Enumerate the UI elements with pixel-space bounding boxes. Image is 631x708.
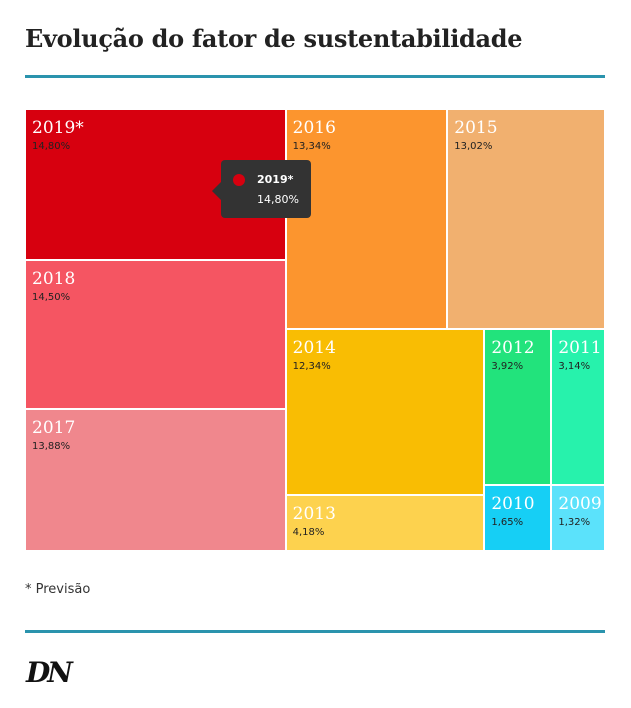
cell-year-label: 2010 (491, 494, 535, 515)
cell-value-label: 1,65% (491, 517, 524, 529)
cell-year-label: 2009 (558, 494, 602, 515)
cell-value-label: 13,02% (454, 141, 493, 152)
tooltip-label: 2019* (257, 173, 294, 186)
cell-value-label: 14,50% (32, 292, 71, 304)
cell-year-label: 2019* (32, 118, 84, 138)
footnote: * Previsão (25, 582, 91, 597)
treemap-cell-2011[interactable]: 2011 3,14% (551, 329, 605, 486)
treemap-cell-2017[interactable]: 2017 13,88% (25, 408, 286, 551)
bottom-divider (25, 630, 605, 633)
cell-value-label: 3,92% (491, 361, 524, 373)
cell-year-label: 2016 (292, 118, 336, 138)
cell-year-label: 2012 (491, 338, 535, 359)
treemap-cell-2018[interactable]: 2018 14,50% (25, 260, 286, 409)
cell-year-label: 2011 (558, 338, 602, 359)
cell-year-label: 2018 (32, 269, 76, 290)
treemap-cell-2009[interactable]: 2009 1,32% (551, 485, 605, 551)
tooltip: 2019* 14,80% (212, 160, 311, 218)
treemap[interactable]: 2019* 14,80% 2018 14,50% 2017 13,88% 2016 13,34… (25, 109, 605, 551)
cell-value-label: 1,32% (558, 517, 591, 529)
treemap-cell-2016[interactable]: 2016 13,34% (285, 109, 448, 330)
cell-year-label: 2017 (32, 417, 76, 438)
dn-logo: DN (26, 656, 73, 689)
cell-year-label: 2013 (292, 503, 336, 524)
cell-value-label: 3,14% (558, 361, 591, 373)
cell-value-label: 13,34% (292, 141, 331, 152)
treemap-cell-2015[interactable]: 2015 13,02% (447, 109, 605, 330)
treemap-cell-2010[interactable]: 2010 1,65% (484, 485, 552, 551)
tooltip-dot-icon (233, 174, 245, 186)
tooltip-value: 14,80% (257, 193, 299, 206)
cell-value-label: 12,34% (292, 361, 331, 373)
treemap-cell-2013[interactable]: 2013 4,18% (285, 494, 485, 551)
cell-value-label: 4,18% (292, 526, 325, 538)
cell-year-label: 2015 (454, 118, 498, 138)
cell-value-label: 13,88% (32, 440, 71, 452)
cell-value-label: 14,80% (32, 141, 71, 152)
cell-year-label: 2014 (292, 338, 336, 359)
chart-title: Evolução do fator de sustentabilidade (25, 24, 523, 53)
treemap-cell-2012[interactable]: 2012 3,92% (484, 329, 552, 486)
treemap-cell-2014[interactable]: 2014 12,34% (285, 329, 485, 495)
top-divider (25, 75, 605, 78)
